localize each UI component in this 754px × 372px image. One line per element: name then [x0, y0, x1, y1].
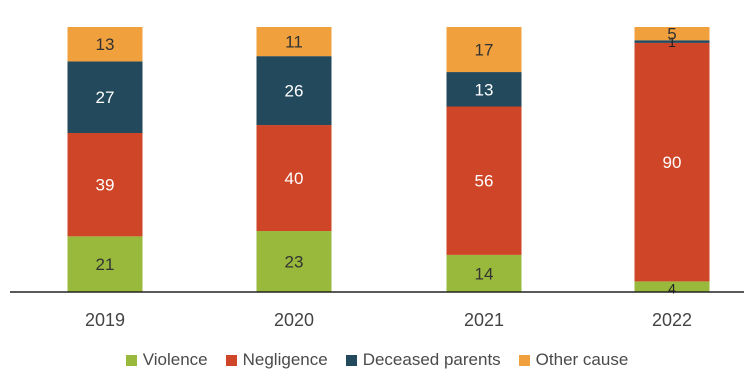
legend-item-negligence: Negligence	[225, 350, 328, 370]
bar-deceased-parents-2021	[446, 72, 522, 107]
bar-other-cause-2022	[634, 27, 710, 41]
bar-deceased-parents-2022	[634, 40, 710, 43]
legend-swatch-deceased-parents	[345, 354, 357, 366]
legend-label-negligence: Negligence	[242, 350, 328, 369]
data-label-other-cause-2021: 17	[475, 41, 494, 60]
data-label-negligence-2020: 40	[285, 169, 304, 188]
bar-other-cause-2020	[256, 27, 332, 57]
data-label-deceased-parents-2021: 13	[475, 80, 494, 99]
legend-item-violence: Violence	[125, 350, 208, 370]
data-label-deceased-parents-2020: 26	[285, 82, 304, 101]
bar-violence-2021	[446, 254, 522, 292]
legend-item-other-cause: Other cause	[518, 350, 629, 370]
legend-label-violence: Violence	[142, 350, 208, 369]
data-label-other-cause-2020: 11	[285, 33, 303, 52]
data-label-deceased-parents-2022: 1	[668, 34, 676, 50]
data-label-other-cause-2019: 13	[96, 35, 115, 54]
bar-other-cause-2019	[67, 27, 143, 62]
bar-deceased-parents-2019	[67, 61, 143, 134]
data-label-violence-2021: 14	[475, 264, 494, 283]
bar-other-cause-2021	[446, 27, 522, 73]
bar-negligence-2021	[446, 106, 522, 255]
bars-layer	[67, 27, 710, 292]
data-label-violence-2022: 4	[668, 280, 676, 296]
data-label-negligence-2021: 56	[475, 172, 494, 191]
bar-negligence-2020	[256, 125, 332, 232]
data-label-negligence-2022: 90	[663, 153, 682, 172]
data-label-violence-2020: 23	[285, 253, 304, 272]
bar-negligence-2019	[67, 133, 143, 237]
legend-swatch-other-cause	[518, 354, 530, 366]
x-tick-label-2019: 2019	[85, 310, 125, 330]
legend-label-deceased-parents: Deceased parents	[362, 350, 501, 369]
data-label-violence-2019: 21	[96, 255, 115, 274]
x-tick-label-2020: 2020	[274, 310, 314, 330]
x-tick-label-2021: 2021	[464, 310, 504, 330]
legend: Violence Negligence Deceased parents Oth…	[0, 350, 754, 370]
x-tick-labels: 2019 2020 2021 2022	[85, 310, 692, 330]
data-label-deceased-parents-2019: 27	[96, 88, 115, 107]
bar-negligence-2022	[634, 42, 710, 282]
bar-violence-2019	[67, 236, 143, 292]
legend-item-deceased-parents: Deceased parents	[345, 350, 501, 370]
bar-violence-2022	[634, 281, 710, 292]
data-labels-layer: 21 39 27 13 23 40 26 11 14 56 13 17 4 90 15	[96, 25, 682, 297]
bar-violence-2020	[256, 231, 332, 292]
data-label-negligence-2019: 39	[96, 176, 115, 195]
legend-swatch-violence	[125, 354, 137, 366]
legend-label-other-cause: Other cause	[535, 350, 629, 369]
data-label-other-cause-2022: 5	[667, 25, 676, 44]
x-tick-label-2022: 2022	[652, 310, 692, 330]
legend-swatch-negligence	[225, 354, 237, 366]
bar-deceased-parents-2020	[256, 56, 332, 126]
